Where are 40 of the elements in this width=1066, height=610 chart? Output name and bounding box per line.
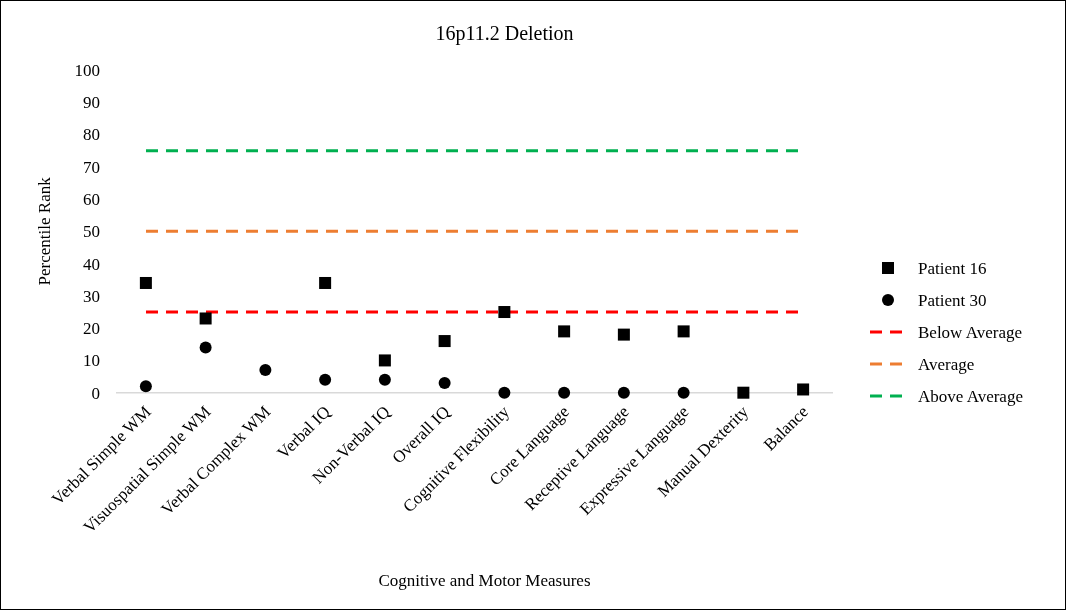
point: [617, 328, 630, 341]
point: [319, 276, 332, 289]
point: [199, 341, 212, 354]
point: [139, 276, 152, 289]
y-tick-label: 100: [74, 60, 100, 80]
y-tick-label: 70: [83, 157, 100, 177]
point: [498, 386, 511, 399]
point: [617, 386, 630, 399]
legend-label: Patient 16: [918, 258, 987, 278]
point: [558, 386, 571, 399]
y-tick-label: 10: [83, 351, 100, 371]
y-tick-label: 0: [91, 383, 100, 403]
y-tick-label: 60: [83, 190, 100, 210]
point: [558, 325, 571, 338]
y-axis-title: Percentile Rank: [35, 176, 54, 286]
y-tick-label: 80: [83, 125, 100, 145]
chart-title: 16p11.2 Deletion: [435, 22, 574, 45]
y-tick-label: 40: [83, 254, 100, 274]
point: [677, 386, 690, 399]
point: [139, 380, 152, 393]
x-axis-title: Cognitive and Motor Measures: [378, 571, 591, 590]
point: [737, 386, 750, 399]
point: [378, 373, 391, 386]
legend-label: Below Average: [918, 322, 1023, 342]
y-tick-label: 90: [83, 93, 100, 113]
point: [438, 335, 451, 348]
legend-label: Patient 30: [918, 290, 987, 310]
point: [677, 325, 690, 338]
point: [378, 354, 391, 367]
y-tick-label: 50: [83, 222, 100, 242]
y-tick-label: 30: [83, 286, 100, 306]
y-tick-label: 20: [83, 319, 100, 339]
point: [797, 383, 810, 396]
point: [438, 377, 451, 390]
legend-label: Average: [918, 354, 975, 374]
point: [498, 306, 511, 319]
legend-label: Above Average: [918, 386, 1023, 406]
point: [319, 373, 332, 386]
point: [259, 364, 272, 377]
point: [199, 312, 212, 325]
